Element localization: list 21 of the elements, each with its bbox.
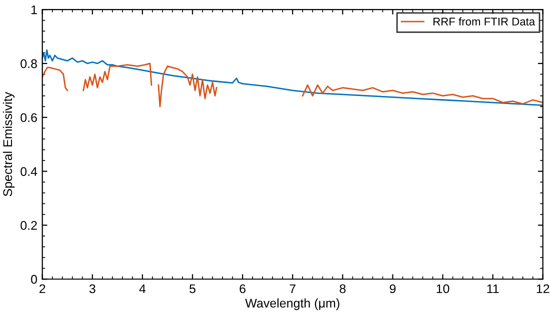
x-tick-label: 7 (290, 284, 296, 294)
y-axis-title: Spectral Emissivity (2, 92, 15, 196)
y-tick-label: 0.8 (20, 59, 37, 68)
x-tick-label: 10 (436, 284, 450, 294)
x-tick-label: 6 (240, 284, 246, 294)
x-tick-label: 5 (190, 284, 196, 294)
y-tick-label: 0 (31, 274, 37, 284)
x-axis-title: Wavelength (μm) (245, 298, 340, 310)
y-tick-label: 0.2 (20, 221, 37, 230)
x-tick-label: 9 (390, 284, 396, 294)
x-tick-label: 8 (340, 284, 346, 294)
x-tick-label: 3 (89, 284, 96, 294)
x-tick-label: 12 (536, 284, 550, 294)
x-tick-label: 11 (487, 284, 499, 294)
y-tick-label: 0.6 (20, 113, 37, 122)
y-tick-label: 0.4 (20, 167, 38, 176)
x-tick-label: 4 (139, 284, 146, 294)
x-tick-label: 2 (40, 284, 46, 294)
line-series (42, 49, 543, 106)
legend-label: RRF from FTIR Data (434, 17, 536, 26)
y-tick-label: 1 (31, 6, 37, 14)
